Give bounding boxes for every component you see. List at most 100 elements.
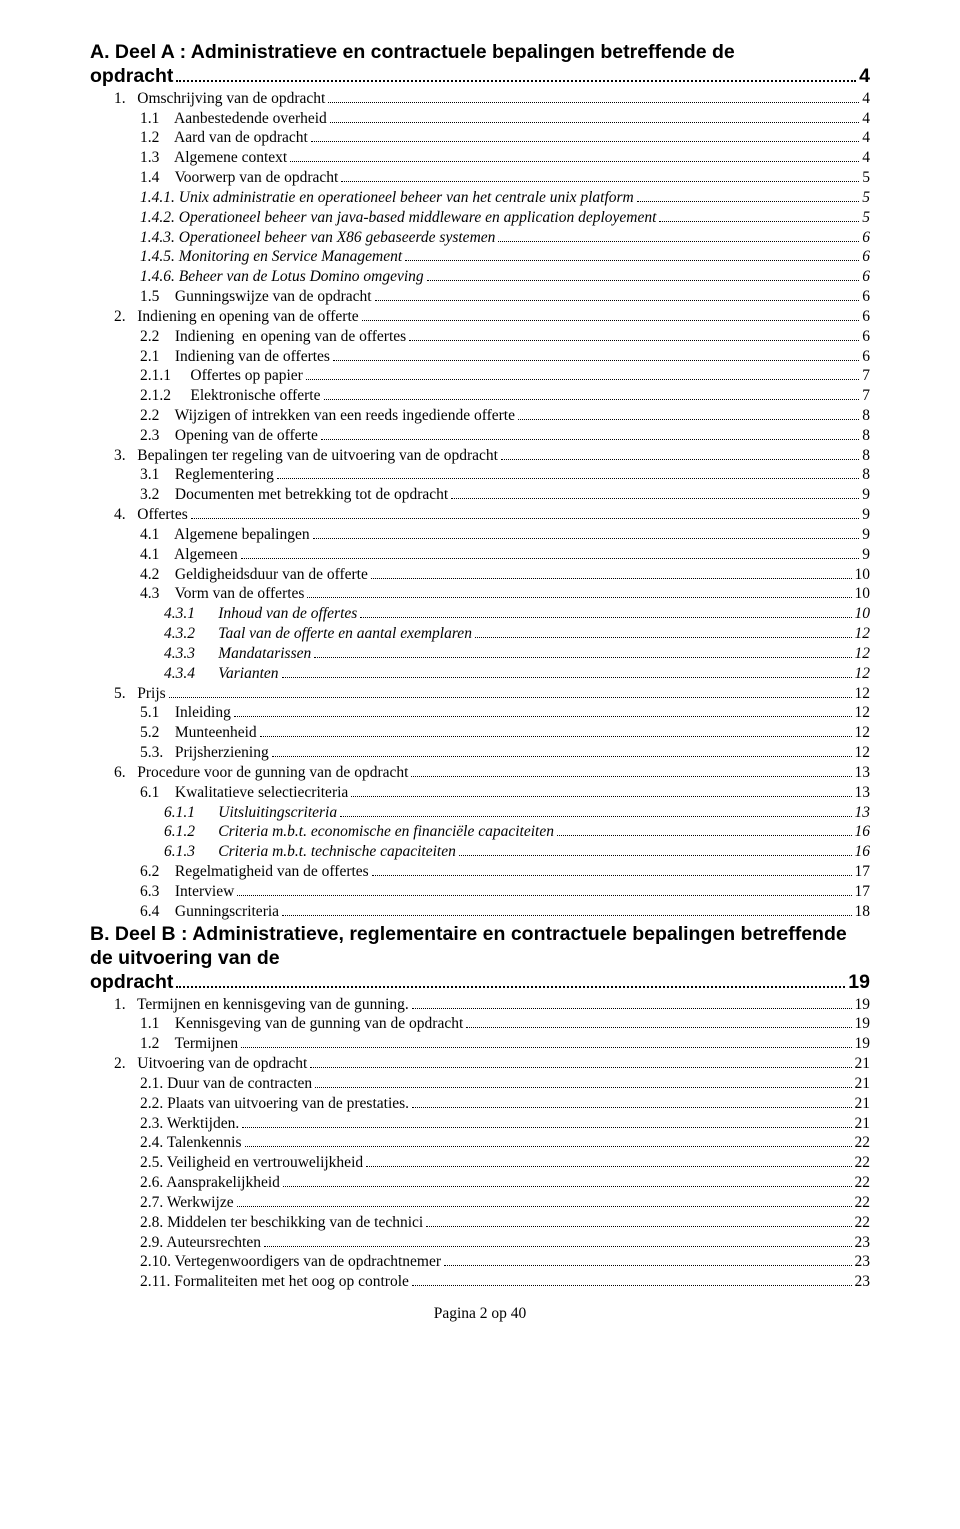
toc-leader-dots xyxy=(360,609,851,619)
toc-page-number: 21 xyxy=(855,1094,871,1114)
toc-entry: 2.5. Veiligheid en vertrouwelijkheid 22 xyxy=(90,1153,870,1173)
toc-leader-dots xyxy=(169,688,852,698)
toc-entry-label: 1.1 Kennisgeving van de gunning van de o… xyxy=(140,1014,463,1034)
toc-page-number: 4 xyxy=(862,148,870,168)
toc-entry: 2.2 Indiening en opening van de offertes… xyxy=(90,327,870,347)
toc-page-number: 10 xyxy=(855,565,871,585)
toc-page-number: 9 xyxy=(862,525,870,545)
toc-entry: 2. Uitvoering van de opdracht 21 xyxy=(90,1054,870,1074)
toc-page-number: 8 xyxy=(862,465,870,485)
toc-entry-label: 5.3. Prijsherziening xyxy=(140,743,269,763)
toc-page-number: 23 xyxy=(855,1233,871,1253)
toc-leader-dots xyxy=(333,351,859,361)
toc-entry-label: 1.4.3. Operationeel beheer van X86 gebas… xyxy=(140,228,495,248)
toc-entry-label: 4.2 Geldigheidsduur van de offerte xyxy=(140,565,368,585)
toc-entry: 6.4 Gunningscriteria 18 xyxy=(90,902,870,922)
toc-leader-dots xyxy=(451,490,859,500)
toc-entry-label: 2.5. Veiligheid en vertrouwelijkheid xyxy=(140,1153,363,1173)
toc-page-number: 6 xyxy=(862,327,870,347)
toc-page-number: 9 xyxy=(862,505,870,525)
toc-leader-dots xyxy=(315,1078,851,1088)
toc-entry-label: 6.1.2 Criteria m.b.t. economische en fin… xyxy=(164,822,554,842)
toc-entry: 6.1.1 Uitsluitingscriteria 13 xyxy=(90,803,870,823)
toc-page-number: 4 xyxy=(859,64,870,88)
toc-entry-label: 1.4.1. Unix administratie en operationee… xyxy=(140,188,634,208)
toc-page-number: 22 xyxy=(855,1153,871,1173)
table-of-contents: A. Deel A : Administratieve en contractu… xyxy=(90,40,870,1292)
toc-entry: 1.1 Kennisgeving van de gunning van de o… xyxy=(90,1014,870,1034)
toc-entry-label: 6.2 Regelmatigheid van de offertes xyxy=(140,862,369,882)
toc-entry: 2.3 Opening van de offerte 8 xyxy=(90,426,870,446)
toc-page-number: 12 xyxy=(855,703,871,723)
toc-page-number: 19 xyxy=(855,1034,871,1054)
toc-entry-label: 2.1 Indiening van de offertes xyxy=(140,347,330,367)
toc-entry-label: 2.8. Middelen ter beschikking van de tec… xyxy=(140,1213,423,1233)
toc-leader-dots xyxy=(310,1059,851,1069)
toc-leader-dots xyxy=(277,470,859,480)
toc-leader-dots xyxy=(557,827,852,837)
toc-entry-label: 4.3.3 Mandatarissen xyxy=(164,644,311,664)
toc-leader-dots xyxy=(340,807,851,817)
toc-entry: 1.3 Algemene context 4 xyxy=(90,148,870,168)
toc-heading-text: A. Deel A : Administratieve en contractu… xyxy=(90,40,870,64)
toc-entry-label: 1.4.5. Monitoring en Service Management xyxy=(140,247,402,267)
toc-entry: 5.3. Prijsherziening 12 xyxy=(90,743,870,763)
toc-entry: 6.1 Kwalitatieve selectiecriteria 13 xyxy=(90,783,870,803)
toc-page-number: 12 xyxy=(855,664,871,684)
toc-page-number: 22 xyxy=(855,1213,871,1233)
toc-page-number: 7 xyxy=(862,366,870,386)
toc-entry: 4.1 Algemeen 9 xyxy=(90,545,870,565)
toc-leader-dots xyxy=(518,410,859,420)
toc-entry-label: 6.4 Gunningscriteria xyxy=(140,902,279,922)
toc-leader-dots xyxy=(264,1237,852,1247)
toc-leader-dots xyxy=(330,113,859,123)
toc-entry-label: 3. Bepalingen ter regeling van de uitvoe… xyxy=(114,446,498,466)
toc-entry: 4.1 Algemene bepalingen 9 xyxy=(90,525,870,545)
toc-entry-label: 6.1.1 Uitsluitingscriteria xyxy=(164,803,337,823)
toc-page-number: 13 xyxy=(855,803,871,823)
toc-leader-dots xyxy=(426,1217,851,1227)
toc-leader-dots xyxy=(498,232,859,242)
toc-page-number: 17 xyxy=(855,862,871,882)
toc-entry: 2.7. Werkwijze 22 xyxy=(90,1193,870,1213)
toc-page-number: 17 xyxy=(855,882,871,902)
toc-leader-dots xyxy=(501,450,859,460)
toc-entry-label: 2.3. Werktijden. xyxy=(140,1114,239,1134)
toc-entry: 4.2 Geldigheidsduur van de offerte 10 xyxy=(90,565,870,585)
toc-leader-dots xyxy=(351,787,851,797)
toc-entry: 1.5 Gunningswijze van de opdracht 6 xyxy=(90,287,870,307)
toc-entry: 6.3 Interview 17 xyxy=(90,882,870,902)
toc-entry-label: 2.2 Wijzigen of intrekken van een reeds … xyxy=(140,406,515,426)
toc-leader-dots xyxy=(444,1257,851,1267)
toc-entry: 2.1. Duur van de contracten 21 xyxy=(90,1074,870,1094)
toc-entry-label: 6.3 Interview xyxy=(140,882,234,902)
toc-page-number: 6 xyxy=(862,307,870,327)
toc-entry: 1.4 Voorwerp van de opdracht 5 xyxy=(90,168,870,188)
toc-page-number: 6 xyxy=(862,228,870,248)
toc-entry-label: 1.1 Aanbestedende overheid xyxy=(140,109,327,129)
toc-leader-dots xyxy=(282,668,852,678)
toc-entry: 3.2 Documenten met betrekking tot de opd… xyxy=(90,485,870,505)
toc-page-number: 19 xyxy=(855,1014,871,1034)
toc-leader-dots xyxy=(241,549,860,559)
toc-entry-label: 2.1.2 Elektronische offerte xyxy=(140,386,321,406)
toc-page-number: 19 xyxy=(855,995,871,1015)
toc-leader-dots xyxy=(176,70,856,82)
toc-entry-label: 1.4.2. Operationeel beheer van java-base… xyxy=(140,208,656,228)
toc-leader-dots xyxy=(409,331,859,341)
toc-leader-dots xyxy=(176,976,845,988)
toc-page-number: 12 xyxy=(855,644,871,664)
toc-page-number: 8 xyxy=(862,406,870,426)
toc-entry-label: 1.4 Voorwerp van de opdracht xyxy=(140,168,338,188)
toc-page-number: 23 xyxy=(855,1252,871,1272)
toc-entry-label: 2.1. Duur van de contracten xyxy=(140,1074,312,1094)
toc-heading-tail: opdracht xyxy=(90,970,173,994)
toc-entry-label: 2.10. Vertegenwoordigers van de opdracht… xyxy=(140,1252,441,1272)
toc-entry-label: 2.9. Auteursrechten xyxy=(140,1233,261,1253)
toc-page-number: 4 xyxy=(862,89,870,109)
toc-leader-dots xyxy=(324,391,860,401)
toc-page-number: 5 xyxy=(862,188,870,208)
toc-leader-dots xyxy=(411,767,851,777)
toc-entry-label: 2.6. Aansprakelijkheid xyxy=(140,1173,280,1193)
toc-leader-dots xyxy=(371,569,852,579)
